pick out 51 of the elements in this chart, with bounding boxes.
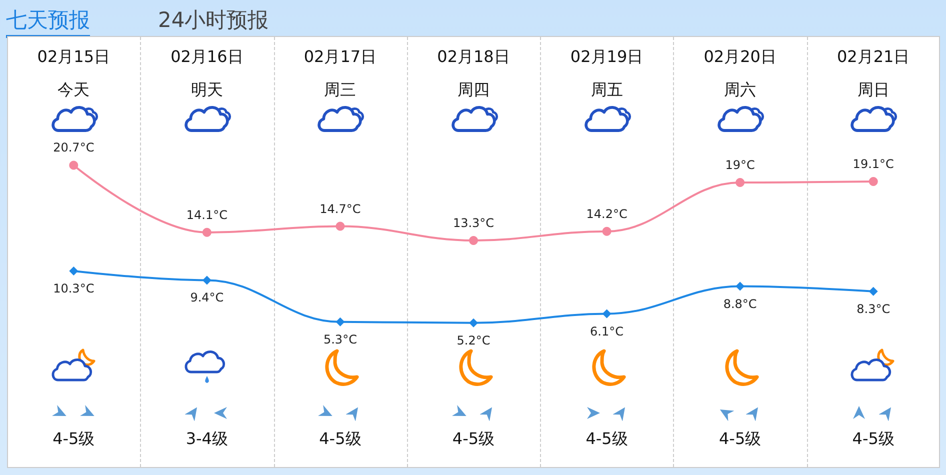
text: 4-5级 [452, 429, 495, 450]
data-label: 6.1°C [590, 324, 624, 338]
point [336, 317, 345, 326]
data-label: 9.4°C [190, 290, 224, 305]
data-label: 5.2°C [456, 333, 490, 348]
text: 周日 [857, 80, 890, 101]
x-tick-label: 02月15日 [37, 47, 110, 68]
point [202, 276, 212, 285]
chart-subtitle: 24小时预报 [158, 7, 269, 34]
data-label: 14.2°C [586, 206, 628, 221]
text: 4-5级 [586, 429, 628, 450]
x-tick-label: 02月18日 [437, 47, 510, 68]
text: 4-5级 [52, 429, 95, 450]
data-label: 5.3°C [323, 332, 357, 346]
text: 4-5级 [718, 429, 762, 450]
text: 周五 [590, 80, 623, 101]
data-label: 20.7°C [53, 140, 94, 155]
point [336, 222, 345, 231]
text: 3-4级 [186, 429, 228, 450]
point [736, 178, 745, 188]
text: 周三 [324, 80, 356, 101]
data-label: 19°C [725, 158, 755, 172]
text: 4-5级 [319, 429, 362, 450]
text: 今天 [58, 80, 90, 101]
text: 明天 [190, 80, 223, 101]
point [469, 318, 478, 328]
data-label: 14.1°C [186, 208, 228, 222]
data-label: 13.3°C [452, 216, 494, 230]
point [602, 309, 612, 318]
point [469, 236, 478, 246]
point [868, 286, 878, 296]
point [736, 282, 745, 291]
x-tick-label: 02月20日 [704, 47, 776, 68]
data-label: 8.3°C [856, 302, 890, 316]
x-tick-label: 02月16日 [170, 47, 244, 68]
x-tick-label: 02月17日 [304, 47, 377, 68]
data-label: 10.3°C [53, 282, 94, 296]
data-label: 19.1°C [852, 157, 894, 172]
point [69, 160, 78, 170]
point [602, 226, 612, 236]
text: 周六 [724, 80, 756, 101]
chart-title: 七天预报 [6, 6, 90, 38]
data-label: 14.7°C [320, 202, 361, 216]
x-tick-label: 02月21日 [836, 47, 910, 68]
data-label: 8.8°C [723, 296, 757, 311]
point [868, 177, 878, 186]
text: 周四 [458, 80, 490, 101]
point [69, 266, 78, 276]
point [202, 228, 212, 237]
text: 4-5级 [852, 429, 894, 450]
x-tick-label: 02月19日 [570, 47, 644, 68]
